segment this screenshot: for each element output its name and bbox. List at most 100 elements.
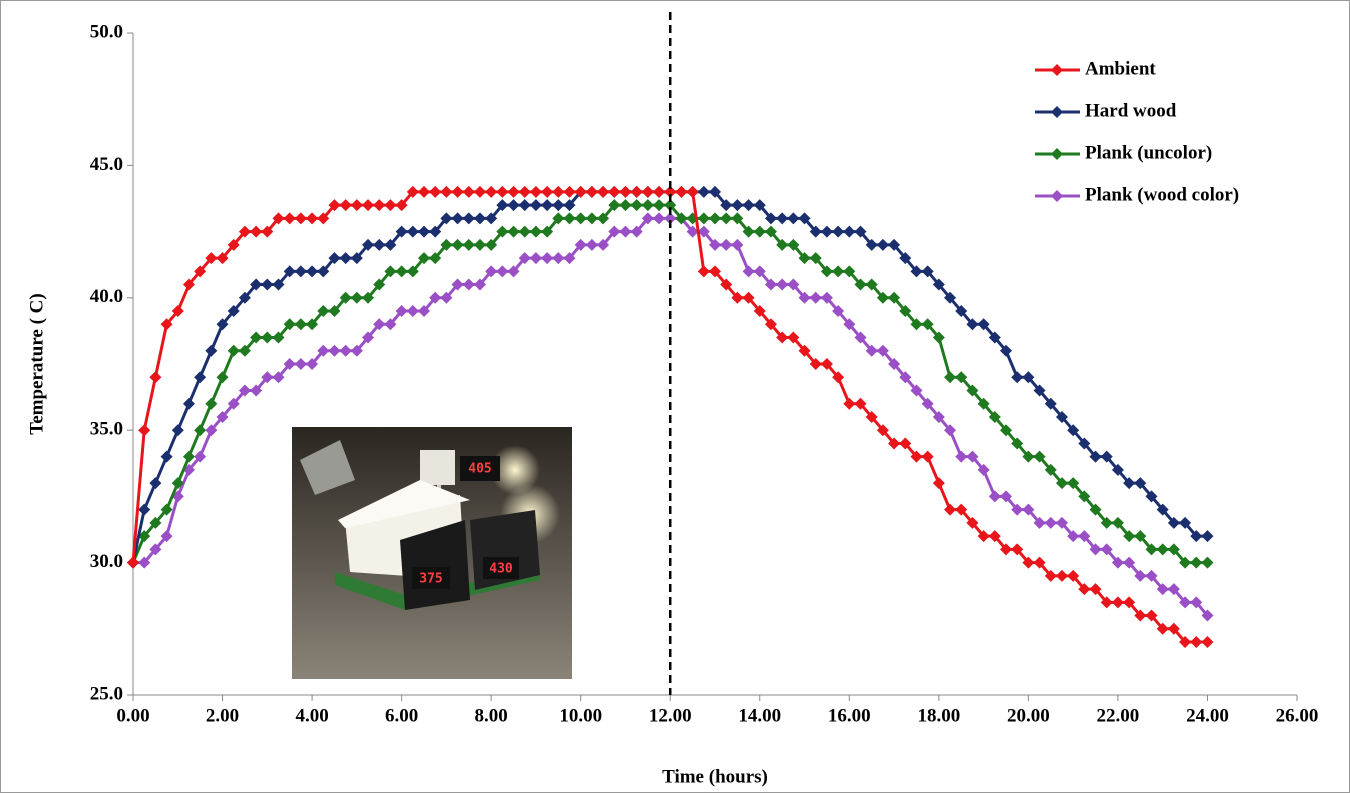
data-point xyxy=(1111,556,1124,569)
data-point xyxy=(1156,543,1169,556)
data-point xyxy=(182,278,195,291)
data-point xyxy=(597,238,610,251)
data-point xyxy=(1111,516,1124,529)
data-point xyxy=(406,225,419,238)
x-axis-title: Time (hours) xyxy=(662,766,768,787)
data-point xyxy=(977,318,990,331)
data-point xyxy=(283,265,296,278)
data-point xyxy=(753,265,766,278)
data-point xyxy=(585,238,598,251)
data-point xyxy=(194,371,207,384)
legend-marker xyxy=(1051,64,1063,76)
data-point xyxy=(966,450,979,463)
data-point xyxy=(1000,424,1012,437)
data-point xyxy=(988,410,1001,423)
data-point xyxy=(149,516,162,529)
data-point xyxy=(944,503,957,516)
data-point xyxy=(820,265,833,278)
data-point xyxy=(597,212,610,225)
data-point xyxy=(362,238,375,251)
data-point xyxy=(1011,437,1024,450)
data-point xyxy=(205,252,218,265)
data-point xyxy=(1134,530,1147,543)
data-point xyxy=(227,238,240,251)
data-point xyxy=(529,225,542,238)
y-tick-label: 35.0 xyxy=(90,419,123,440)
data-point xyxy=(932,410,945,423)
data-point xyxy=(485,212,498,225)
data-point xyxy=(339,199,352,212)
data-point xyxy=(787,331,800,344)
data-point xyxy=(350,199,363,212)
x-tick-label: 16.00 xyxy=(828,705,871,726)
x-tick-label: 14.00 xyxy=(738,705,781,726)
data-point xyxy=(294,265,307,278)
data-point xyxy=(876,424,889,437)
data-point xyxy=(664,185,677,198)
data-point xyxy=(395,305,408,318)
data-point xyxy=(205,344,218,357)
data-point xyxy=(171,305,184,318)
data-point xyxy=(1145,543,1158,556)
data-point xyxy=(585,185,598,198)
data-point xyxy=(182,450,195,463)
data-point xyxy=(563,212,576,225)
y-tick-label: 40.0 xyxy=(90,286,123,307)
data-point xyxy=(966,318,979,331)
legend-marker xyxy=(1051,190,1063,202)
data-point xyxy=(541,199,554,212)
x-tick-label: 12.00 xyxy=(649,705,692,726)
data-point xyxy=(921,318,934,331)
data-point xyxy=(541,252,554,265)
data-point xyxy=(496,265,509,278)
data-point xyxy=(272,212,285,225)
data-point xyxy=(641,185,654,198)
data-point xyxy=(1156,583,1169,596)
data-point xyxy=(552,199,565,212)
data-point xyxy=(317,344,330,357)
data-point xyxy=(809,291,822,304)
x-tick-label: 26.00 xyxy=(1276,705,1319,726)
y-tick-label: 50.0 xyxy=(90,21,123,42)
data-point xyxy=(921,450,934,463)
data-point xyxy=(955,305,968,318)
data-point xyxy=(876,344,889,357)
data-point xyxy=(362,331,375,344)
data-point xyxy=(507,265,520,278)
data-point xyxy=(1134,569,1147,582)
data-point xyxy=(709,212,721,225)
data-point xyxy=(966,384,979,397)
data-point xyxy=(149,371,162,384)
data-point xyxy=(395,265,408,278)
data-point xyxy=(888,291,901,304)
data-point xyxy=(641,212,654,225)
data-point xyxy=(843,397,856,410)
data-point xyxy=(1201,556,1214,569)
data-point xyxy=(653,199,666,212)
data-point xyxy=(1055,569,1068,582)
data-point xyxy=(1067,569,1080,582)
data-point xyxy=(418,252,430,265)
data-point xyxy=(552,212,565,225)
data-point xyxy=(518,199,531,212)
data-point xyxy=(1156,622,1169,635)
data-point xyxy=(630,225,643,238)
data-point xyxy=(339,291,352,304)
data-point xyxy=(1201,636,1214,649)
legend-marker xyxy=(1051,106,1063,118)
lamp xyxy=(300,440,355,495)
data-point xyxy=(250,384,263,397)
data-point xyxy=(921,265,934,278)
data-point xyxy=(932,477,945,490)
data-point xyxy=(932,331,945,344)
data-point xyxy=(742,225,755,238)
data-point xyxy=(1190,530,1203,543)
x-tick-label: 0.00 xyxy=(116,705,149,726)
data-point xyxy=(753,305,766,318)
data-point xyxy=(876,238,889,251)
data-point xyxy=(451,185,464,198)
data-point xyxy=(720,278,733,291)
data-point xyxy=(418,225,430,238)
data-point xyxy=(1033,450,1046,463)
data-point xyxy=(888,238,901,251)
